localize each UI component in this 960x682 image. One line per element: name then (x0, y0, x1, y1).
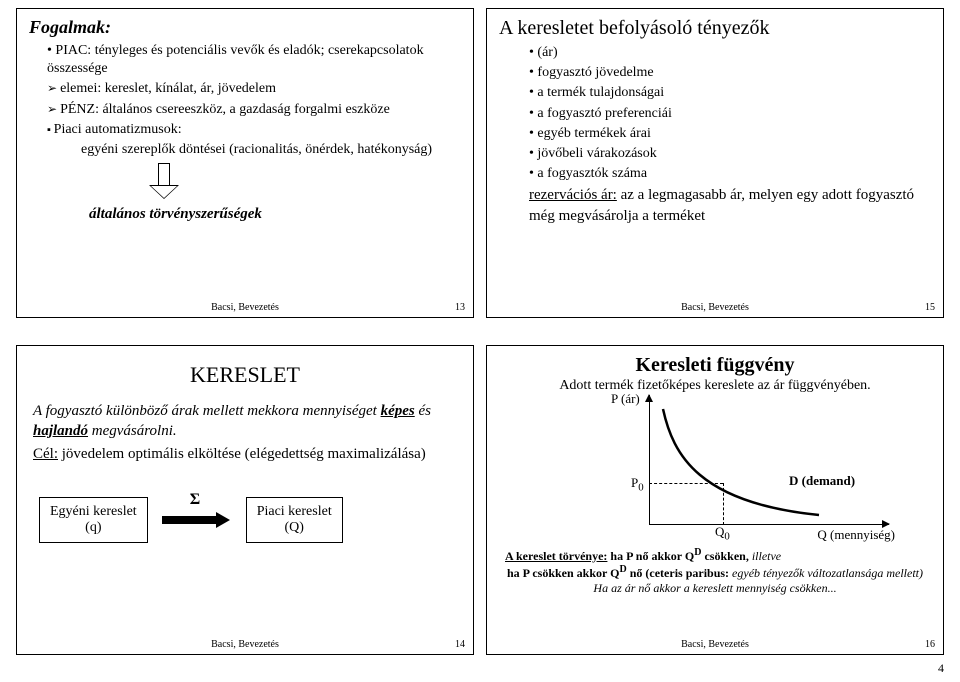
law-1a: ha P nő akkor Q (610, 549, 694, 563)
footer-13: Bacsi, Bevezetés (17, 302, 473, 313)
def-mid: és (415, 403, 431, 419)
rez-line: rezervációs ár: az a legmagasabb ár, mel… (499, 185, 931, 226)
slide-14: KERESLET A fogyasztó különböző árak mell… (16, 345, 474, 655)
law-sup2: D (619, 564, 626, 575)
li-jovo: jövőbeli várakozások (529, 145, 931, 163)
slide13-title: Fogalmak: (29, 17, 461, 38)
demand-curve (619, 395, 889, 545)
box2-l1: Piaci kereslet (257, 504, 332, 519)
law-1b: csökken, (701, 549, 751, 563)
box2-l2: (Q) (284, 520, 303, 535)
footer-15: Bacsi, Bevezetés (487, 302, 943, 313)
footer-14: Bacsi, Bevezetés (17, 639, 473, 650)
law-block: A kereslet törvénye: ha P nő akkor QD cs… (499, 545, 931, 596)
arrow-down-icon (149, 163, 179, 199)
slide15-title: A keresletet befolyásoló tényezők (499, 17, 931, 40)
sigma-label: Σ (190, 491, 200, 509)
li-auto: Piaci automatizmusok: (47, 121, 461, 139)
pagenum-14: 14 (455, 639, 465, 650)
arrow-down-wrap (29, 163, 461, 204)
slide-16: Keresleti függvény Adott termék fizetőké… (486, 345, 944, 655)
pagenum-15: 15 (925, 302, 935, 313)
li-ar: (ár) (529, 44, 931, 62)
box-row: Egyéni kereslet (q) Σ Piaci kereslet (Q) (29, 497, 461, 543)
law-2a: ha P csökken akkor Q (507, 566, 619, 580)
rez-under: rezervációs ár: (529, 187, 617, 203)
def-l2: megvásárolni. (88, 423, 177, 439)
sheet-page-number: 4 (938, 661, 944, 676)
li-elemei: elemei: kereslet, kínálat, ár, jövedelem (47, 80, 461, 98)
def-u1: képes (381, 403, 415, 419)
slide16-sub: Adott termék fizetőképes kereslete az ár… (499, 377, 931, 395)
law-u: A kereslet törvénye: (505, 549, 607, 563)
slide-grid: Fogalmak: PIAC: tényleges és potenciális… (0, 0, 960, 682)
def-u2: hajlandó (33, 423, 88, 439)
li-tul: a termék tulajdonságai (529, 84, 931, 102)
pagenum-16: 16 (925, 639, 935, 650)
slide16-title: Keresleti függvény (499, 354, 931, 377)
li-penz: PÉNZ: általános csereeszköz, a gazdaság … (47, 101, 461, 119)
slide13-list: PIAC: tényleges és potenciális vevők és … (29, 42, 461, 78)
cel-line: Cél: jövedelem optimális elköltése (elég… (29, 441, 461, 465)
law-2b: nő (ceteris paribus: (627, 566, 732, 580)
law-il: illetve (752, 549, 781, 563)
def-l1: A fogyasztó különböző árak mellett mekko… (33, 403, 381, 419)
box1-l1: Egyéni kereslet (50, 504, 137, 519)
arrow-right-icon (162, 512, 232, 528)
li-piac: PIAC: tényleges és potenciális vevők és … (47, 42, 461, 78)
demand-chart: P (ár) Q (mennyiség) P0 Q0 D (demand) (619, 395, 889, 545)
slide14-title: KERESLET (29, 362, 461, 388)
cel-u: Cél: (33, 446, 58, 462)
li-auto-sub: egyéni szereplők döntései (racionalitás,… (29, 141, 461, 159)
box-piaci: Piaci kereslet (Q) (246, 497, 343, 543)
footer-16: Bacsi, Bevezetés (487, 639, 943, 650)
slide-15: A keresletet befolyásoló tényezők (ár) f… (486, 8, 944, 318)
box-egyeni: Egyéni kereslet (q) (39, 497, 148, 543)
li-egyeb: egyéb termékek árai (529, 125, 931, 143)
def-line: A fogyasztó különböző árak mellett mekko… (29, 402, 461, 441)
li-jov: fogyasztó jövedelme (529, 64, 931, 82)
li-alt: általános törvényszerűségek (29, 206, 461, 223)
slide-13: Fogalmak: PIAC: tényleges és potenciális… (16, 8, 474, 318)
li-pref: a fogyasztó preferenciái (529, 105, 931, 123)
li-szam: a fogyasztók száma (529, 165, 931, 183)
slide15-list: (ár) fogyasztó jövedelme a termék tulajd… (499, 44, 931, 183)
pagenum-13: 13 (455, 302, 465, 313)
box1-l2: (q) (85, 520, 101, 535)
cel-t: jövedelem optimális elköltése (elégedett… (58, 446, 426, 462)
arrow-sigma-wrap: Σ (152, 511, 242, 529)
